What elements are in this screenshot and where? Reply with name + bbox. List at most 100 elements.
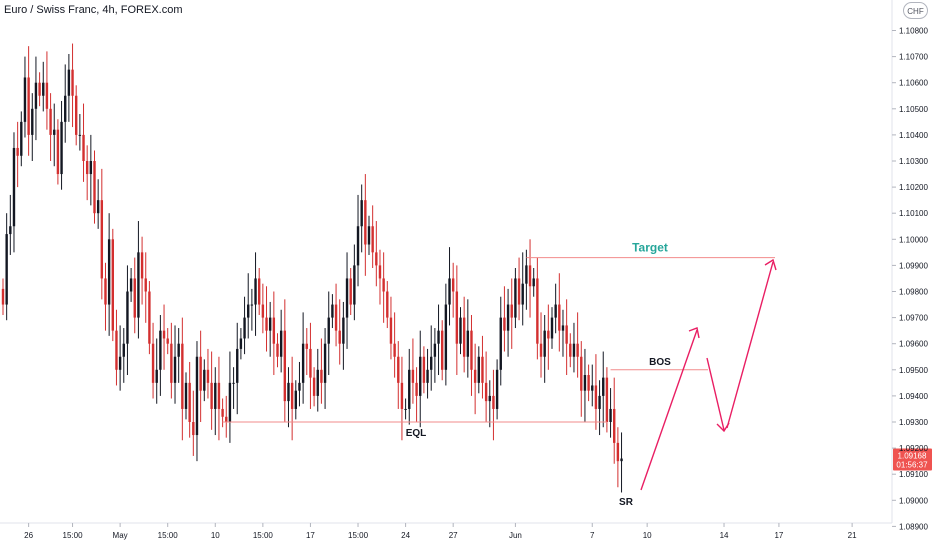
candle-body <box>155 369 158 383</box>
candle-body <box>536 278 539 344</box>
candle-body <box>151 343 155 383</box>
candle-body <box>93 161 96 214</box>
projection-arrow-down[interactable] <box>706 357 725 431</box>
price-tick-label: 1.09700 <box>899 314 928 323</box>
candle-body <box>400 382 404 409</box>
candle-body <box>558 304 561 331</box>
currency-badge[interactable]: CHF <box>903 2 928 19</box>
candle-body <box>430 356 433 370</box>
candle-body <box>594 385 598 409</box>
candle-body <box>514 278 517 318</box>
candle-body <box>576 343 579 357</box>
candle-body <box>620 458 623 462</box>
sr-label: SR <box>619 497 634 508</box>
candle-body <box>441 330 444 370</box>
candle-body <box>261 304 265 318</box>
candle-body <box>42 82 45 96</box>
candle-body <box>294 390 297 409</box>
candle-body <box>75 95 78 135</box>
candle-body <box>9 226 12 235</box>
candle-body <box>320 369 323 383</box>
price-tick-label: 1.08900 <box>899 522 928 531</box>
time-tick-label: 10 <box>211 531 220 540</box>
candle-body <box>265 317 268 331</box>
candle-body <box>389 317 393 344</box>
candle-body <box>521 283 524 305</box>
candle-body <box>16 147 19 156</box>
candle-body <box>411 369 415 383</box>
price-axis: 1.10800 1.10700 1.10600 1.10500 1.10400 1.103… <box>891 0 928 531</box>
candle-body <box>258 278 261 305</box>
candle-body <box>565 325 568 344</box>
time-tick-label: 24 <box>401 531 410 540</box>
candle-body <box>587 375 590 391</box>
candle-body <box>232 382 235 384</box>
candle-body <box>327 317 330 344</box>
candle-body <box>221 408 224 417</box>
candle-body <box>20 121 23 156</box>
candle-body <box>85 161 89 175</box>
candle-body <box>23 77 27 122</box>
candle-body <box>598 395 601 409</box>
candle-body <box>506 304 510 331</box>
candle-body <box>170 343 173 383</box>
time-tick-label: 27 <box>449 531 458 540</box>
candle-body <box>503 317 506 331</box>
candle-body <box>272 317 276 344</box>
candle-body <box>137 252 140 318</box>
time-tick-label: 17 <box>306 531 315 540</box>
candle-body <box>49 108 52 135</box>
price-tick-label: 1.09800 <box>899 288 928 297</box>
candle-body <box>126 291 129 344</box>
candle-body <box>539 343 543 357</box>
candle-body <box>254 278 257 305</box>
candle-body <box>616 442 620 462</box>
candle-body <box>371 226 374 253</box>
candle-body <box>78 134 82 136</box>
candle-body <box>67 69 71 96</box>
candle-body <box>415 382 418 396</box>
candle-body <box>580 356 583 391</box>
price-tick-label: 1.09400 <box>899 392 928 401</box>
arrowhead <box>764 258 777 271</box>
candle-body <box>279 330 283 357</box>
candle-body <box>96 200 100 214</box>
candle-body <box>283 330 287 402</box>
candle-body <box>367 226 371 245</box>
candle-body <box>561 325 565 331</box>
candle-body <box>426 369 429 383</box>
candle-body <box>247 304 250 318</box>
last-price-countdown: 01:56:37 <box>896 460 928 469</box>
candle-body <box>239 338 243 349</box>
candle-body <box>71 69 74 96</box>
candle-body <box>517 278 521 305</box>
price-tick-label: 1.09200 <box>899 444 928 453</box>
time-tick-label: 14 <box>720 531 729 540</box>
price-tick-label: 1.10800 <box>899 27 928 36</box>
candle-body <box>173 356 177 383</box>
price-tick-label: 1.10400 <box>899 131 928 140</box>
candle-body <box>353 265 356 305</box>
candle-body <box>118 356 122 370</box>
candle-body <box>12 147 16 227</box>
candle-body <box>572 343 576 357</box>
price-tick-label: 1.09300 <box>899 418 928 427</box>
candle-body <box>331 304 334 318</box>
time-tick-label: 15:00 <box>253 531 274 540</box>
projection-arrow-target[interactable] <box>726 261 774 429</box>
candle-body <box>323 343 327 383</box>
projection-arrow-up[interactable] <box>640 329 698 491</box>
bos-label: BOS <box>649 357 671 368</box>
candle-body <box>225 416 228 422</box>
candle-body <box>342 317 345 344</box>
candle-body <box>276 343 279 357</box>
candle-body <box>543 330 546 357</box>
candle-body <box>408 369 411 409</box>
time-tick-label: May <box>113 531 128 540</box>
candle-body <box>34 82 38 109</box>
candle-body <box>298 382 301 391</box>
candle-body <box>360 200 363 227</box>
candle-body <box>301 343 305 383</box>
candle-body <box>528 265 532 287</box>
